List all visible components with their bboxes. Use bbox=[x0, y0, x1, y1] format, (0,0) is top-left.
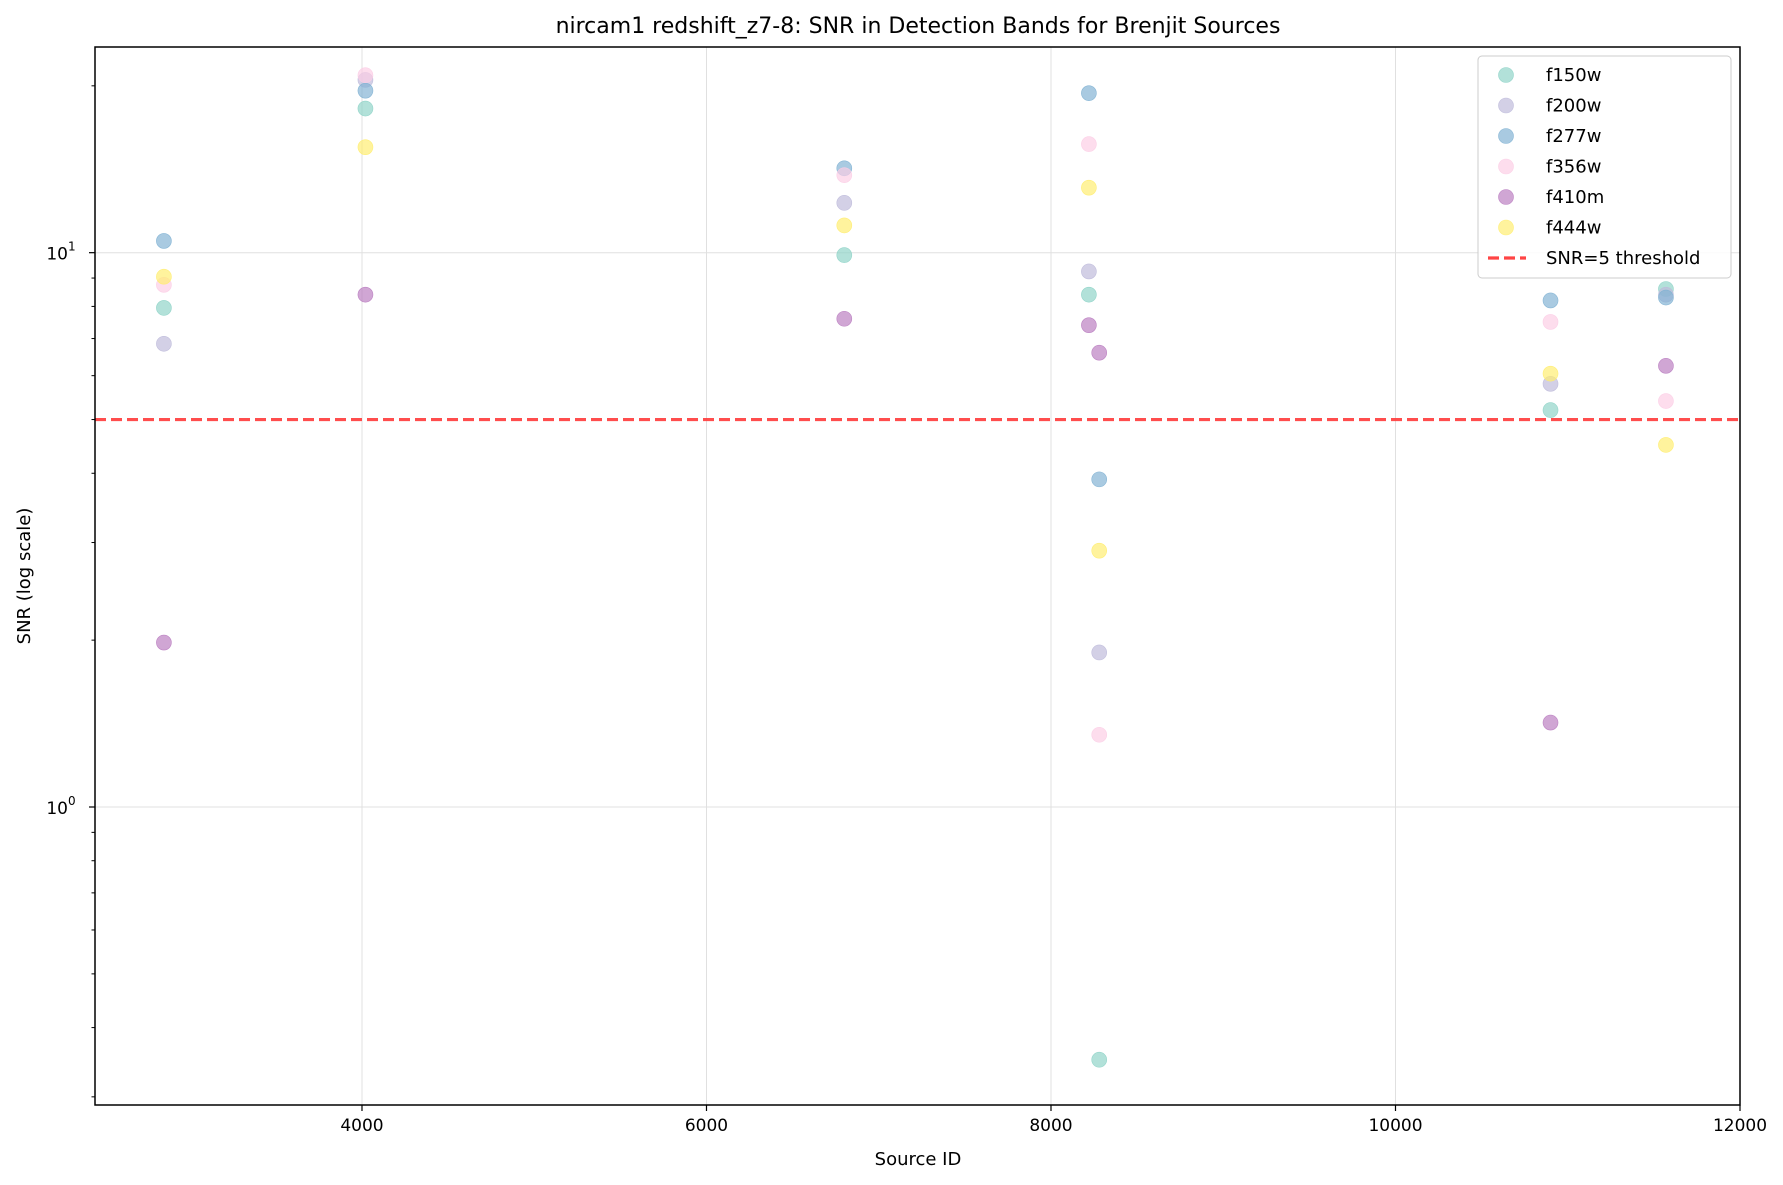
data-point-f410m bbox=[1542, 714, 1559, 731]
x-tick-label: 12000 bbox=[1713, 1116, 1767, 1136]
data-point-f356w bbox=[357, 67, 374, 84]
data-point-f444w bbox=[357, 139, 374, 155]
data-point-f150w bbox=[1542, 402, 1559, 418]
legend-marker-f444w bbox=[1498, 219, 1514, 236]
series-f444w bbox=[156, 139, 1674, 559]
data-point-f277w bbox=[1081, 85, 1097, 101]
data-point-f444w bbox=[1091, 542, 1108, 559]
legend-marker-f410m bbox=[1498, 189, 1514, 205]
data-point-f150w bbox=[836, 247, 853, 263]
data-point-f277w bbox=[1542, 292, 1559, 309]
data-point-f150w bbox=[1091, 1051, 1108, 1068]
series-f150w bbox=[156, 100, 1674, 1068]
x-axis-label: Source ID bbox=[875, 1149, 962, 1170]
legend-label-f444w: f444w bbox=[1546, 218, 1601, 239]
legend-marker-f200w bbox=[1498, 97, 1514, 114]
x-tick-label: 4000 bbox=[340, 1116, 383, 1136]
data-point-f200w bbox=[1081, 263, 1097, 280]
data-point-f410m bbox=[1091, 344, 1108, 361]
legend-label-f150w: f150w bbox=[1546, 65, 1601, 86]
y-tick-label: 100 bbox=[46, 794, 75, 819]
legend-label-f356w: f356w bbox=[1546, 157, 1601, 178]
axis-ticks-layer: 4000 6000 8000 10000 12000 100 101 bbox=[46, 85, 1767, 1136]
legend-marker-f150w bbox=[1498, 67, 1514, 83]
legend-marker-f356w bbox=[1498, 158, 1514, 175]
y-axis-label: SNR (log scale) bbox=[14, 508, 35, 645]
data-point-f356w bbox=[836, 167, 853, 183]
data-point-f410m bbox=[1081, 317, 1097, 333]
legend-label-f277w: f277w bbox=[1546, 126, 1601, 147]
chart-title: nircam1 redshift_z7-8: SNR in Detection … bbox=[556, 14, 1281, 39]
data-point-f356w bbox=[1542, 314, 1559, 330]
legend: f150w f200w f277w f356w f410m f444w SNR=5 thre… bbox=[1477, 55, 1732, 279]
data-point-f410m bbox=[156, 634, 172, 651]
data-point-f277w bbox=[357, 82, 374, 99]
legend-label-f200w: f200w bbox=[1546, 96, 1601, 117]
plot-frame bbox=[94, 46, 1741, 1106]
data-point-f444w bbox=[1542, 365, 1559, 382]
data-point-f277w bbox=[156, 233, 172, 249]
data-point-f444w bbox=[1658, 437, 1674, 453]
series-f410m bbox=[156, 286, 1674, 731]
legend-box bbox=[1477, 55, 1732, 279]
data-point-f200w bbox=[1091, 644, 1108, 661]
y-tick-label: 101 bbox=[46, 240, 75, 265]
data-point-f200w bbox=[156, 335, 172, 352]
data-point-f410m bbox=[836, 310, 853, 327]
legend-marker-f277w bbox=[1498, 128, 1514, 144]
data-point-f410m bbox=[357, 286, 374, 303]
data-point-f200w bbox=[836, 195, 853, 211]
x-tick-label: 6000 bbox=[685, 1116, 728, 1136]
x-tick-label: 10000 bbox=[1368, 1116, 1422, 1136]
data-point-f150w bbox=[357, 100, 374, 117]
data-point-f444w bbox=[1081, 179, 1097, 196]
data-point-f356w bbox=[1091, 726, 1108, 743]
data-point-f150w bbox=[156, 300, 172, 316]
series-f200w bbox=[156, 72, 1674, 661]
data-point-f356w bbox=[1081, 136, 1097, 152]
data-point-f410m bbox=[1658, 358, 1674, 374]
series-f356w bbox=[156, 67, 1674, 743]
data-point-f277w bbox=[1091, 471, 1108, 488]
x-tick-label: 8000 bbox=[1029, 1116, 1072, 1136]
data-point-f277w bbox=[1658, 289, 1674, 306]
legend-label-f410m: f410m bbox=[1546, 187, 1604, 208]
data-point-f444w bbox=[836, 217, 853, 234]
data-point-f356w bbox=[1658, 393, 1674, 409]
series-f277w bbox=[156, 82, 1674, 488]
legend-label-threshold: SNR=5 threshold bbox=[1546, 248, 1700, 269]
data-points-layer bbox=[156, 67, 1674, 1068]
data-point-f444w bbox=[156, 268, 172, 285]
data-point-f150w bbox=[1081, 286, 1097, 303]
